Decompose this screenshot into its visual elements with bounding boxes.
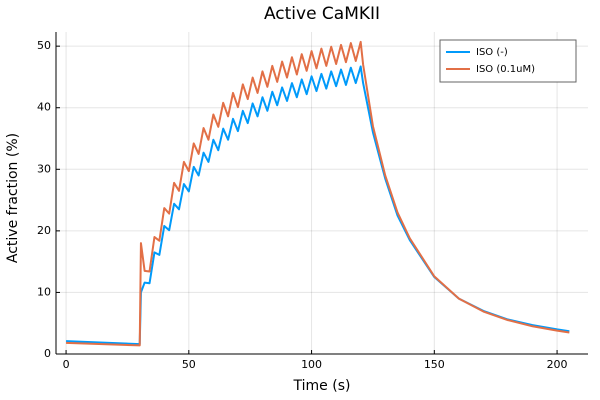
x-tick-label: 200 [547,358,568,371]
legend-label: ISO (-) [476,47,508,58]
legend-label: ISO (0.1uM) [476,64,535,75]
y-tick-label: 20 [37,224,51,237]
y-tick-label: 40 [37,101,51,114]
data-line [66,40,570,347]
y-tick-label: 50 [37,39,51,52]
x-axis-label: Time (s) [293,378,351,394]
legend-box [439,39,577,83]
y-tick-label: 0 [44,347,51,360]
y-tick-label: 30 [37,162,51,175]
x-tick-label: 50 [182,358,196,371]
chart-title: Active CaMKII [264,4,380,24]
x-tick-label: 150 [424,358,445,371]
x-tick-label: 0 [63,358,70,371]
x-tick-label: 100 [301,358,322,371]
legend: ISO (-) ISO (0.1uM) [439,39,577,83]
data-line [66,65,570,346]
y-axis-label: Active fraction (%) [5,133,21,263]
y-tick-label: 10 [37,285,51,298]
